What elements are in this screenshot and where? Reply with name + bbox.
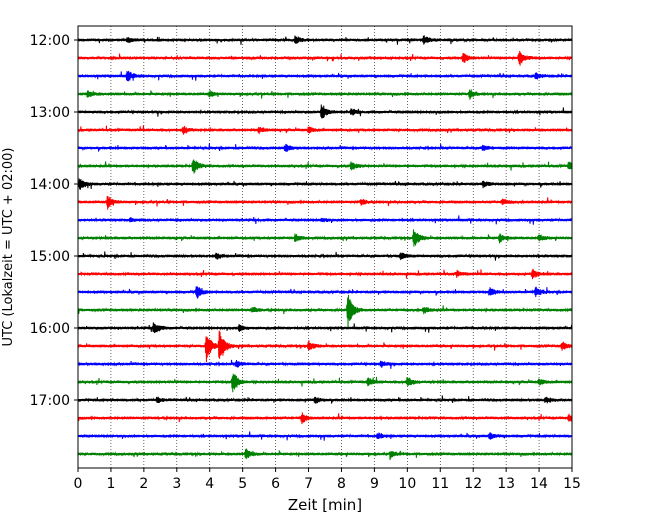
x-tick-label-13: 13 [497, 476, 515, 492]
y-tick-label-1300: 13:00 [30, 105, 70, 121]
trace-row-1745 [77, 448, 573, 461]
x-tick-label-1: 1 [106, 476, 115, 492]
x-tick-label-2: 2 [139, 476, 148, 492]
trace-row-1230 [77, 70, 573, 82]
trace-row-1730 [77, 431, 573, 441]
trace-row-1330 [77, 143, 573, 152]
x-tick-label-7: 7 [304, 476, 313, 492]
x-tick-label-14: 14 [530, 476, 548, 492]
x-axis-label: Zeit [min] [288, 496, 362, 514]
x-tick-label-11: 11 [431, 476, 449, 492]
x-tick-label-12: 12 [464, 476, 482, 492]
seismic-traces [77, 35, 573, 461]
trace-row-1415 [77, 195, 573, 210]
trace-row-1315 [77, 125, 573, 135]
trace-row-1630 [77, 359, 573, 369]
x-tick-label-8: 8 [337, 476, 346, 492]
trace-row-1645 [77, 373, 573, 393]
x-tick-label-3: 3 [172, 476, 181, 492]
trace-row-1430 [77, 215, 573, 225]
trace-row-1200 [77, 35, 573, 45]
trace-row-1215 [77, 50, 573, 66]
trace-row-1500 [77, 251, 573, 261]
trace-row-1615 [77, 330, 573, 363]
x-tick-label-9: 9 [370, 476, 379, 492]
plot-frame [77, 25, 573, 469]
trace-row-1715 [77, 412, 573, 425]
trace-row-1600 [77, 322, 573, 333]
x-tick-label-0: 0 [74, 476, 83, 492]
trace-row-1400 [77, 178, 573, 190]
trace-row-1530 [77, 286, 573, 299]
y-tick-label-1500: 15:00 [30, 249, 70, 265]
trace-row-1545 [77, 295, 573, 328]
trace-row-1300 [77, 104, 573, 119]
trace-row-1515 [77, 268, 573, 280]
y-axis-ticks: 12:00 13:00 14:00 15:00 16:00 17:00 [30, 33, 78, 409]
x-tick-label-4: 4 [205, 476, 214, 492]
y-tick-label-1200: 12:00 [30, 33, 70, 49]
y-tick-label-1700: 17:00 [30, 393, 70, 409]
y-tick-label-1600: 16:00 [30, 321, 70, 337]
x-axis-ticks: 0 1 2 3 4 5 6 7 8 9 10 11 12 13 14 15 [74, 468, 581, 492]
y-tick-label-1400: 14:00 [30, 177, 70, 193]
trace-row-1345 [77, 159, 573, 174]
x-tick-label-15: 15 [563, 476, 581, 492]
trace-row-1245 [77, 89, 573, 100]
x-tick-label-10: 10 [398, 476, 416, 492]
x-tick-label-5: 5 [238, 476, 247, 492]
y-axis-label: UTC (Lokalzeit = UTC + 02:00) [1, 148, 16, 347]
trace-row-1700 [77, 395, 573, 404]
trace-row-1445 [77, 229, 573, 247]
x-tick-label-6: 6 [271, 476, 280, 492]
